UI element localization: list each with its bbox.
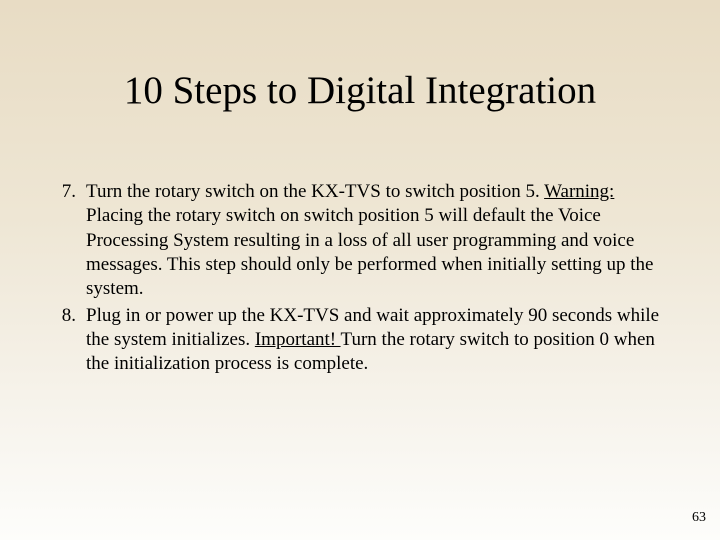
- item-emphasis: Warning:: [544, 181, 614, 202]
- list-number: 7.: [48, 180, 86, 302]
- list-item: 7. Turn the rotary switch on the KX-TVS …: [48, 180, 672, 302]
- item-lead-text: Turn the rotary switch on the KX-TVS to …: [86, 181, 544, 202]
- slide: 10 Steps to Digital Integration 7. Turn …: [0, 0, 720, 540]
- list-item: 8. Plug in or power up the KX-TVS and wa…: [48, 304, 672, 377]
- item-rest-text: Placing the rotary switch on switch posi…: [86, 205, 653, 299]
- item-emphasis: Important!: [255, 329, 341, 350]
- page-number: 63: [692, 510, 706, 526]
- list-number: 8.: [48, 304, 86, 377]
- slide-body: 7. Turn the rotary switch on the KX-TVS …: [48, 180, 672, 379]
- slide-title: 10 Steps to Digital Integration: [0, 68, 720, 113]
- list-text: Turn the rotary switch on the KX-TVS to …: [86, 180, 672, 302]
- list-text: Plug in or power up the KX-TVS and wait …: [86, 304, 672, 377]
